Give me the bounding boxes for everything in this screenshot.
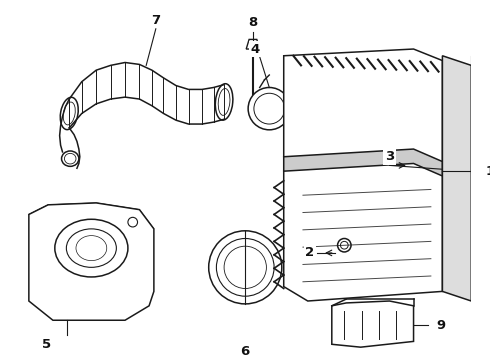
Polygon shape xyxy=(284,149,442,186)
Text: 8: 8 xyxy=(248,15,258,28)
Text: 5: 5 xyxy=(42,338,51,351)
Polygon shape xyxy=(29,203,154,235)
Text: 3: 3 xyxy=(385,150,394,163)
Text: 9: 9 xyxy=(436,319,445,332)
Text: 7: 7 xyxy=(151,14,160,27)
Polygon shape xyxy=(284,163,442,301)
Polygon shape xyxy=(332,301,414,347)
Polygon shape xyxy=(29,203,154,320)
Polygon shape xyxy=(442,56,471,301)
Text: 2: 2 xyxy=(305,247,314,260)
Polygon shape xyxy=(294,60,433,162)
Text: 1: 1 xyxy=(486,165,490,178)
Polygon shape xyxy=(246,39,260,49)
Polygon shape xyxy=(284,49,442,171)
Text: 6: 6 xyxy=(241,345,250,357)
Text: 4: 4 xyxy=(250,42,260,55)
